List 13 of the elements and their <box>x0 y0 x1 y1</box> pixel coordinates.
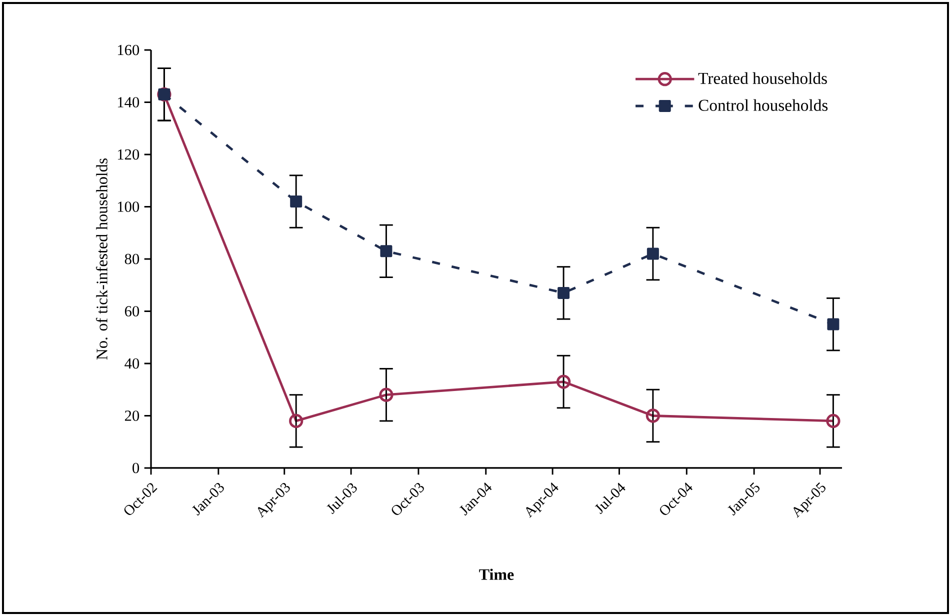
y-tick-label: 160 <box>118 44 140 56</box>
y-tick-label: 0 <box>132 462 140 474</box>
y-axis-title: No. of tick-infested households <box>96 158 108 360</box>
y-tick-label: 120 <box>118 149 140 160</box>
legend-label: Control households <box>698 99 828 111</box>
y-tick-label: 140 <box>118 97 140 108</box>
y-tick-label: 20 <box>124 410 140 421</box>
y-tick-label: 60 <box>124 306 140 316</box>
x-axis-title: Time <box>479 568 514 580</box>
y-tick-label: 80 <box>124 254 140 264</box>
legend-label: Treated households <box>698 72 827 84</box>
y-tick-label: 40 <box>124 358 140 369</box>
y-tick-label: 100 <box>118 202 140 212</box>
